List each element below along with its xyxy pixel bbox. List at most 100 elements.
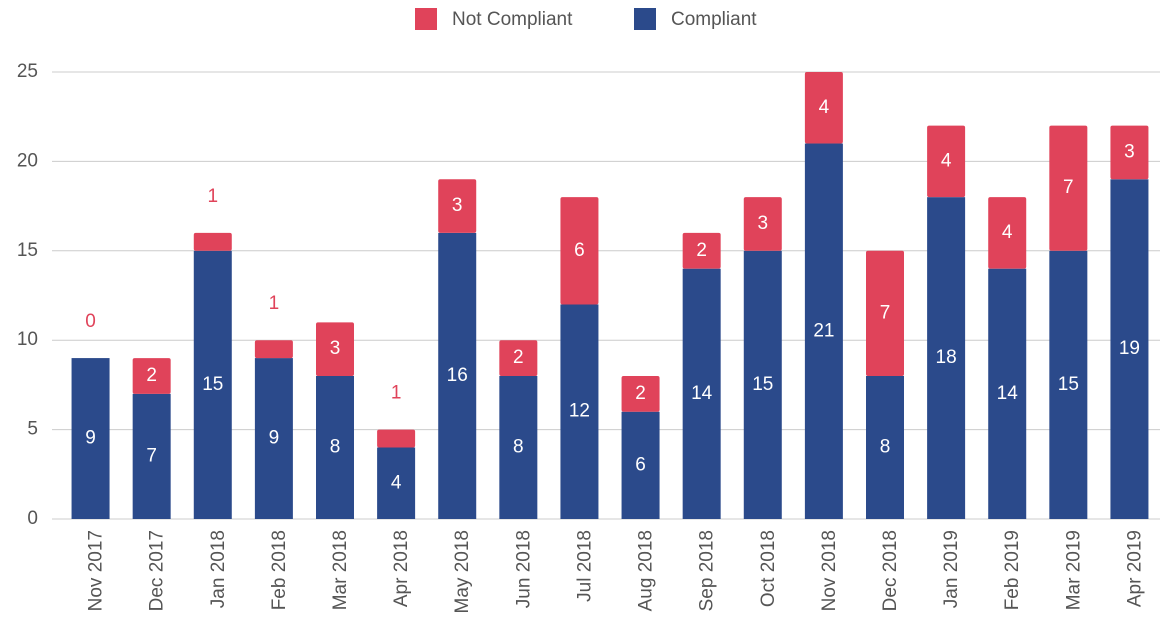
bar-segment [560, 304, 599, 519]
value-label: 16 [447, 365, 468, 386]
x-tick-label: May 2018 [452, 530, 473, 613]
value-label: 12 [569, 401, 590, 422]
value-label: 3 [757, 213, 768, 234]
bar-segment [499, 340, 538, 376]
bar-segment [804, 72, 843, 144]
bar-segment [254, 340, 293, 359]
x-tick-label: Nov 2017 [86, 530, 107, 611]
bar-segment [682, 268, 721, 519]
value-label: 9 [85, 428, 96, 449]
bar-segment [866, 250, 904, 376]
y-tick-label: 5 [27, 419, 38, 440]
bar-segment [621, 375, 660, 412]
bar-segment [316, 375, 354, 519]
x-tick-label: Apr 2018 [391, 530, 412, 607]
value-label: 7 [880, 302, 891, 323]
bar-segment [438, 232, 477, 520]
value-label: 8 [330, 436, 341, 457]
x-tick-label: Sep 2018 [697, 530, 718, 611]
bar-segment [927, 125, 966, 198]
x-tick-label: Dec 2018 [880, 530, 901, 611]
value-label: 6 [574, 240, 585, 261]
value-label: 7 [1063, 177, 1074, 198]
legend-swatch [415, 8, 437, 30]
x-tick-label: Feb 2018 [269, 530, 290, 610]
value-label: 8 [513, 436, 524, 457]
value-label: 2 [635, 383, 646, 404]
value-label: 19 [1119, 338, 1140, 359]
value-label: 14 [691, 383, 713, 404]
bar-segment [438, 179, 477, 233]
value-label: 9 [269, 428, 280, 449]
bar-segment [621, 411, 660, 519]
bar-segment [682, 232, 721, 269]
bar-segment [927, 197, 966, 519]
bar-segment [1110, 125, 1149, 180]
value-label: 4 [819, 97, 830, 118]
bar-segment [132, 358, 171, 394]
x-tick-label: Mar 2018 [330, 530, 351, 610]
bar-segment [377, 447, 416, 519]
x-tick-label: Dec 2017 [147, 530, 168, 611]
bar-segment [499, 375, 538, 519]
bar-segment [316, 322, 354, 376]
bar-segment [1049, 250, 1088, 520]
bar-segment [254, 358, 293, 519]
x-tick-label: Aug 2018 [636, 530, 657, 611]
x-tick-label: Feb 2019 [1002, 530, 1023, 610]
bar-segment [743, 250, 782, 520]
value-label: 3 [330, 338, 341, 359]
bar-segment [132, 393, 171, 519]
x-tick-label: Apr 2019 [1124, 530, 1145, 607]
x-tick-label: Mar 2019 [1063, 530, 1084, 610]
value-label: 1 [269, 293, 280, 314]
value-label: 18 [936, 347, 957, 368]
y-tick-label: 10 [17, 329, 38, 350]
value-label: 15 [1058, 374, 1079, 395]
value-label: 14 [997, 383, 1019, 404]
legend-label: Compliant [671, 9, 757, 30]
value-label: 1 [391, 383, 402, 404]
value-label: 2 [146, 365, 157, 386]
bar-segment [1049, 125, 1088, 251]
x-tick-label: Jan 2019 [941, 530, 962, 608]
value-label: 2 [696, 240, 707, 261]
bar-segment [988, 197, 1027, 269]
x-tick-label: Jul 2018 [574, 530, 595, 602]
value-label: 6 [635, 454, 646, 475]
bar-segment [743, 197, 782, 251]
bar-segment [377, 429, 416, 448]
value-label: 2 [513, 347, 524, 368]
y-tick-label: 0 [27, 508, 38, 529]
value-label: 3 [1124, 141, 1135, 162]
x-tick-label: Jan 2018 [208, 530, 229, 608]
value-label: 3 [452, 195, 463, 216]
bar-segment [804, 143, 843, 519]
bar-segment [560, 197, 599, 305]
y-tick-label: 20 [17, 150, 38, 171]
value-label: 21 [813, 320, 834, 341]
value-label: 4 [941, 150, 952, 171]
value-label: 8 [880, 436, 891, 457]
value-label: 4 [1002, 222, 1013, 243]
value-label: 0 [85, 311, 96, 332]
bar-segment [866, 375, 904, 519]
y-tick-label: 15 [17, 240, 38, 261]
bar-segment [988, 268, 1027, 519]
x-tick-label: Jun 2018 [513, 530, 534, 608]
value-label: 4 [391, 472, 402, 493]
value-label: 15 [752, 374, 773, 395]
bar-segment [71, 358, 110, 519]
x-tick-label: Oct 2018 [758, 530, 779, 607]
value-label: 1 [207, 186, 218, 207]
legend-label: Not Compliant [452, 9, 573, 30]
bar-segment [193, 232, 232, 251]
y-tick-label: 25 [17, 61, 38, 82]
legend-swatch [634, 8, 656, 30]
value-label: 15 [202, 374, 223, 395]
x-tick-label: Nov 2018 [819, 530, 840, 611]
bar-segment [1110, 179, 1149, 519]
value-label: 7 [146, 445, 157, 466]
bar-segment [193, 250, 232, 520]
